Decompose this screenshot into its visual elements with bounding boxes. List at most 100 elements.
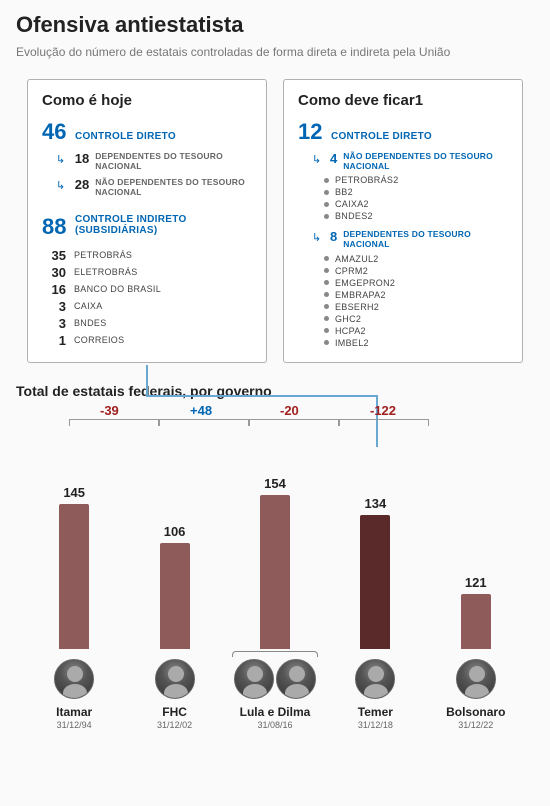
sub-label: NÃO DEPENDENTES DO TESOURO NACIONAL xyxy=(95,177,252,197)
indireto-num: 88 xyxy=(42,214,66,239)
company-name: EMBRAPA2 xyxy=(335,290,386,300)
company-list-item: EBSERH2 xyxy=(324,302,508,312)
bullet-icon xyxy=(324,292,329,297)
arrow-icon: ↳ xyxy=(312,153,321,166)
direto-header: 46 CONTROLE DIRETO xyxy=(42,119,252,145)
company-name: BANCO DO BRASIL xyxy=(74,284,161,294)
page-title: Ofensiva antiestatista xyxy=(16,12,534,38)
bullet-icon xyxy=(324,256,329,261)
box-future-title: Como deve ficar1 xyxy=(298,92,508,109)
bar-value: 154 xyxy=(264,476,286,491)
bar xyxy=(360,515,390,649)
company-name: BNDES xyxy=(74,318,107,328)
indireto-header: 88 CONTROLE INDIRETO (SUBSIDIÁRIAS) xyxy=(42,214,252,240)
bullet-icon xyxy=(324,202,329,207)
company-list-item: IMBEL2 xyxy=(324,338,508,348)
person: Itamar 31/12/94 xyxy=(29,659,119,730)
sub-num: 18 xyxy=(69,151,89,166)
delta-bracket xyxy=(339,419,429,429)
bar xyxy=(160,543,190,649)
person: FHC 31/12/02 xyxy=(130,659,220,730)
company-name: IMBEL2 xyxy=(335,338,369,348)
bullet-icon xyxy=(324,268,329,273)
company-list-item: EMBRAPA2 xyxy=(324,290,508,300)
company-name: AMAZUL2 xyxy=(335,254,379,264)
page-subtitle: Evolução do número de estatais controlad… xyxy=(16,44,534,61)
bar xyxy=(260,495,290,649)
person-date: 31/12/22 xyxy=(458,720,493,730)
bullet-icon xyxy=(324,190,329,195)
boxes-row: Como é hoje 46 CONTROLE DIRETO ↳ 18 DEPE… xyxy=(16,79,534,363)
bullet-icon xyxy=(324,340,329,345)
group-b-num: 8 xyxy=(325,229,337,244)
person-date: 31/08/16 xyxy=(257,720,292,730)
portrait-icon xyxy=(234,659,274,699)
company-name: EMGEPRON2 xyxy=(335,278,395,288)
bar xyxy=(59,504,89,649)
bar-group: 134 xyxy=(330,496,420,649)
bar-group: 106 xyxy=(130,524,220,649)
company-row: 1 CORREIOS xyxy=(42,333,252,348)
future-direto-label: CONTROLE DIRETO xyxy=(331,131,432,142)
bullet-icon xyxy=(324,178,329,183)
person-name: Itamar xyxy=(56,705,92,719)
person-name: FHC xyxy=(162,705,187,719)
bullet-icon xyxy=(324,280,329,285)
company-list-item: PETROBRÁS2 xyxy=(324,175,508,185)
box-today-title: Como é hoje xyxy=(42,92,252,109)
portrait-icon xyxy=(456,659,496,699)
portrait-icon xyxy=(54,659,94,699)
person: Temer 31/12/18 xyxy=(330,659,420,730)
group-b-header: ↳ 8 DEPENDENTES DO TESOURO NACIONAL xyxy=(312,229,508,249)
person: Bolsonaro 31/12/22 xyxy=(431,659,521,730)
company-list-item: EMGEPRON2 xyxy=(324,278,508,288)
group-a-num: 4 xyxy=(325,151,337,166)
bullet-icon xyxy=(324,304,329,309)
portrait-icon xyxy=(155,659,195,699)
direto-sub-row: ↳ 18 DEPENDENTES DO TESOURO NACIONAL xyxy=(56,151,252,171)
company-list-item: CAIXA2 xyxy=(324,199,508,209)
person: Lula e Dilma 31/08/16 xyxy=(230,659,320,730)
bullet-icon xyxy=(324,214,329,219)
company-num: 35 xyxy=(42,248,66,263)
company-name: GHC2 xyxy=(335,314,361,324)
bar-group: 145 xyxy=(29,485,119,649)
company-num: 3 xyxy=(42,316,66,331)
delta-label: -39 xyxy=(100,403,119,418)
sub-num: 28 xyxy=(69,177,89,192)
person-name: Bolsonaro xyxy=(446,705,505,719)
company-name: PETROBRÁS2 xyxy=(335,175,399,185)
bullet-icon xyxy=(324,328,329,333)
company-row: 35 PETROBRÁS xyxy=(42,248,252,263)
connector-line xyxy=(146,365,148,395)
company-list-item: BNDES2 xyxy=(324,211,508,221)
company-list-item: HCPA2 xyxy=(324,326,508,336)
company-row: 30 ELETROBRÁS xyxy=(42,265,252,280)
company-name: BNDES2 xyxy=(335,211,373,221)
indireto-label: CONTROLE INDIRETO (SUBSIDIÁRIAS) xyxy=(75,214,195,236)
arrow-icon: ↳ xyxy=(56,179,65,192)
company-name: CORREIOS xyxy=(74,335,124,345)
company-list-item: GHC2 xyxy=(324,314,508,324)
company-num: 30 xyxy=(42,265,66,280)
person-date: 31/12/18 xyxy=(358,720,393,730)
sub-label: DEPENDENTES DO TESOURO NACIONAL xyxy=(95,151,252,171)
company-name: BB2 xyxy=(335,187,353,197)
delta-bracket xyxy=(249,419,339,429)
delta-label: +48 xyxy=(190,403,212,418)
portrait-icon xyxy=(276,659,316,699)
future-direto-num: 12 xyxy=(298,119,322,144)
chart-area: 145 106 154 134 121 -39+48-20-122 Itamar… xyxy=(16,429,534,759)
person-name: Lula e Dilma xyxy=(240,705,311,719)
arrow-icon: ↳ xyxy=(312,231,321,244)
delta-bracket xyxy=(69,419,159,429)
box-future: Como deve ficar1 12 CONTROLE DIRETO ↳ 4 … xyxy=(283,79,523,363)
bullet-icon xyxy=(324,316,329,321)
company-name: CAIXA xyxy=(74,301,103,311)
direto-sub-row: ↳ 28 NÃO DEPENDENTES DO TESOURO NACIONAL xyxy=(56,177,252,197)
person-name: Temer xyxy=(358,705,393,719)
group-a-header: ↳ 4 NÃO DEPENDENTES DO TESOURO NACIONAL xyxy=(312,151,508,171)
company-name: HCPA2 xyxy=(335,326,366,336)
group-b-label: DEPENDENTES DO TESOURO NACIONAL xyxy=(343,229,508,249)
company-name: PETROBRÁS xyxy=(74,250,132,260)
